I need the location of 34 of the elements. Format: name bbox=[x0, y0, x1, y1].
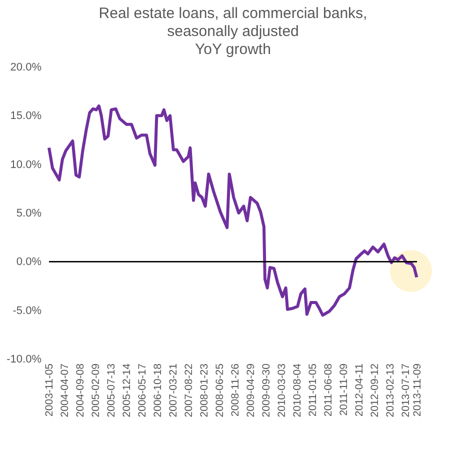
y-tick-label: -10.0% bbox=[6, 354, 42, 366]
x-tick-label: 2005-02-09 bbox=[90, 363, 102, 418]
x-tick-label: 2007-08-22 bbox=[182, 363, 195, 418]
line-series bbox=[48, 104, 418, 317]
y-tick-label: 20.0% bbox=[10, 62, 42, 74]
x-tick-label: 2007-03-21 bbox=[167, 363, 180, 418]
x-tick-label: 2011-06-08 bbox=[322, 363, 334, 416]
chart-title: Real estate loans, all commercial banks, seasonally adjusted YoY growth bbox=[98, 5, 368, 58]
x-tick-label: 2010-08-04 bbox=[291, 363, 304, 418]
x-tick-label: 2005-07-13 bbox=[105, 363, 118, 418]
x-tick-label: 2008-11-26 bbox=[229, 363, 242, 416]
x-tick-label: 2013-07-17 bbox=[400, 363, 412, 418]
x-tick-label: 2008-06-25 bbox=[214, 363, 226, 418]
x-tick-label: 2011-11-09 bbox=[338, 363, 350, 416]
x-tick-label: 2006-05-17 bbox=[136, 363, 148, 418]
x-tick-label: 2008-01-23 bbox=[198, 363, 210, 418]
x-tick-label: 2003-11-05 bbox=[44, 363, 56, 416]
x-tick-label: 2012-09-12 bbox=[368, 363, 381, 418]
x-tick-label: 2012-04-11 bbox=[353, 363, 366, 416]
y-tick-label: 0.0% bbox=[16, 256, 42, 268]
x-tick-label: 2006-10-18 bbox=[152, 363, 164, 418]
x-tick-label: 2013-11-09 bbox=[412, 363, 424, 416]
x-tick-label: 2011-01-05 bbox=[306, 363, 319, 416]
x-tick-label: 2009-09-30 bbox=[260, 363, 272, 418]
x-tick-label: 2004-09-08 bbox=[74, 363, 86, 418]
y-tick-label: -5.0% bbox=[12, 304, 42, 317]
y-tick-label: 5.0% bbox=[16, 208, 42, 220]
x-tick-label: 2005-12-14 bbox=[120, 363, 133, 418]
y-tick-label: 15.0% bbox=[10, 110, 42, 122]
x-tick-label: 2009-04-29 bbox=[244, 363, 257, 418]
x-tick-label: 2004-04-07 bbox=[58, 363, 71, 418]
x-tick-label: 2010-03-03 bbox=[276, 363, 288, 418]
y-tick-label: 10.0% bbox=[10, 158, 42, 171]
x-tick-label: 2013-02-13 bbox=[384, 363, 396, 418]
